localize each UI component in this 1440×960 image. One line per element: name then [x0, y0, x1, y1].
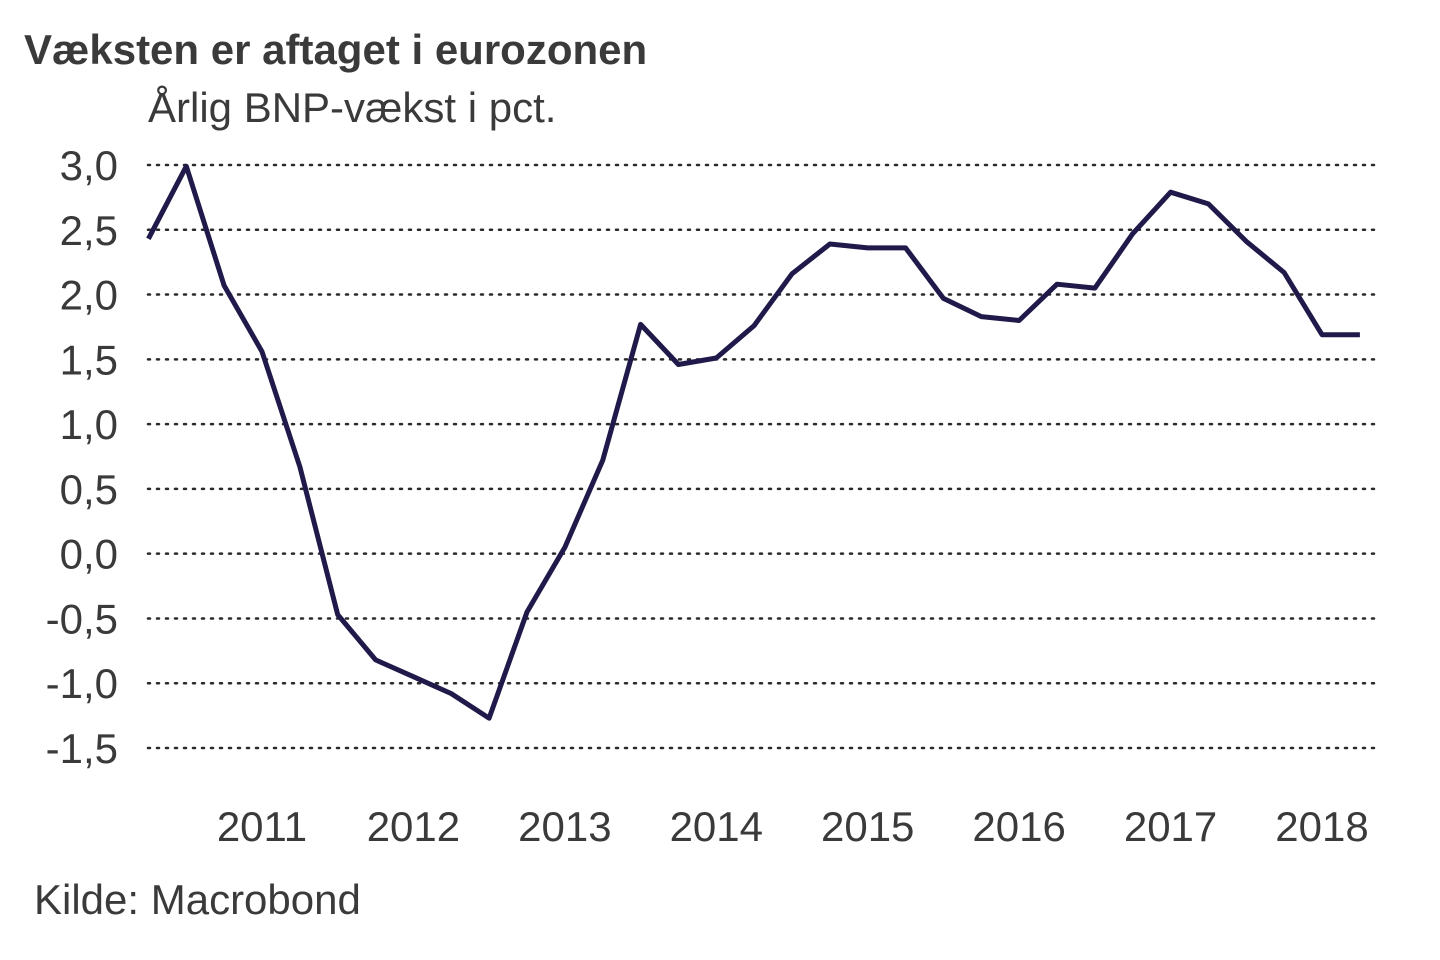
- chart-subtitle: Årlig BNP-vækst i pct.: [148, 84, 557, 131]
- series-line: [146, 163, 1360, 721]
- data-point: [751, 323, 757, 329]
- x-tick-label: 2014: [670, 803, 763, 850]
- data-point: [1054, 281, 1060, 287]
- y-tick-label: 0,0: [60, 531, 118, 578]
- data-point: [297, 464, 303, 470]
- data-point: [978, 314, 984, 320]
- x-tick-label: 2018: [1275, 803, 1368, 850]
- y-tick-label: 2,0: [60, 272, 118, 319]
- y-tick-label: -1,0: [46, 660, 118, 707]
- data-point: [600, 457, 606, 463]
- x-tick-label: 2012: [367, 803, 460, 850]
- x-tick-label: 2017: [1124, 803, 1217, 850]
- y-tick-label: 0,5: [60, 466, 118, 513]
- data-point: [221, 282, 227, 288]
- data-point: [675, 362, 681, 368]
- x-tick-label: 2015: [821, 803, 914, 850]
- data-point: [638, 321, 644, 327]
- data-point: [1281, 270, 1287, 276]
- gridlines: [146, 163, 1380, 750]
- data-point: [562, 544, 568, 550]
- x-tick-label: 2016: [972, 803, 1065, 850]
- data-point: [1016, 317, 1022, 323]
- y-tick-label: -1,5: [46, 725, 118, 772]
- data-point: [1357, 332, 1363, 338]
- data-point: [145, 236, 151, 242]
- data-point: [940, 295, 946, 301]
- data-point: [865, 245, 871, 251]
- data-point: [1130, 231, 1136, 237]
- data-point: [373, 657, 379, 663]
- data-point: [827, 241, 833, 247]
- series-group: [145, 163, 1363, 721]
- x-tick-label: 2013: [518, 803, 611, 850]
- data-point: [903, 245, 909, 251]
- chart-title: Væksten er aftaget i eurozonen: [24, 26, 648, 73]
- data-point: [259, 349, 265, 355]
- y-tick-label: 1,5: [60, 336, 118, 383]
- data-point: [524, 609, 530, 615]
- data-point: [335, 612, 341, 618]
- y-tick-label: 2,5: [60, 207, 118, 254]
- data-point: [1205, 201, 1211, 207]
- data-point: [410, 674, 416, 680]
- source-note: Kilde: Macrobond: [34, 876, 361, 923]
- data-point: [1319, 332, 1325, 338]
- x-axis-ticks: 2011 2012 2013 2014 2015 2016 2017 2018: [217, 803, 1369, 850]
- data-point: [789, 271, 795, 277]
- data-point: [448, 691, 454, 697]
- data-point: [1092, 285, 1098, 291]
- data-point: [486, 715, 492, 721]
- y-axis-ticks: 3,0 2,5 2,0 1,5 1,0 0,5 0,0 -0,5 -1,0 -1,5: [46, 142, 118, 772]
- y-tick-label: 1,0: [60, 401, 118, 448]
- data-point: [1243, 238, 1249, 244]
- y-tick-label: 3,0: [60, 142, 118, 189]
- y-tick-label: -0,5: [46, 595, 118, 642]
- x-tick-label: 2011: [217, 803, 307, 850]
- data-point: [713, 355, 719, 361]
- data-point: [1168, 189, 1174, 195]
- data-point: [183, 163, 189, 169]
